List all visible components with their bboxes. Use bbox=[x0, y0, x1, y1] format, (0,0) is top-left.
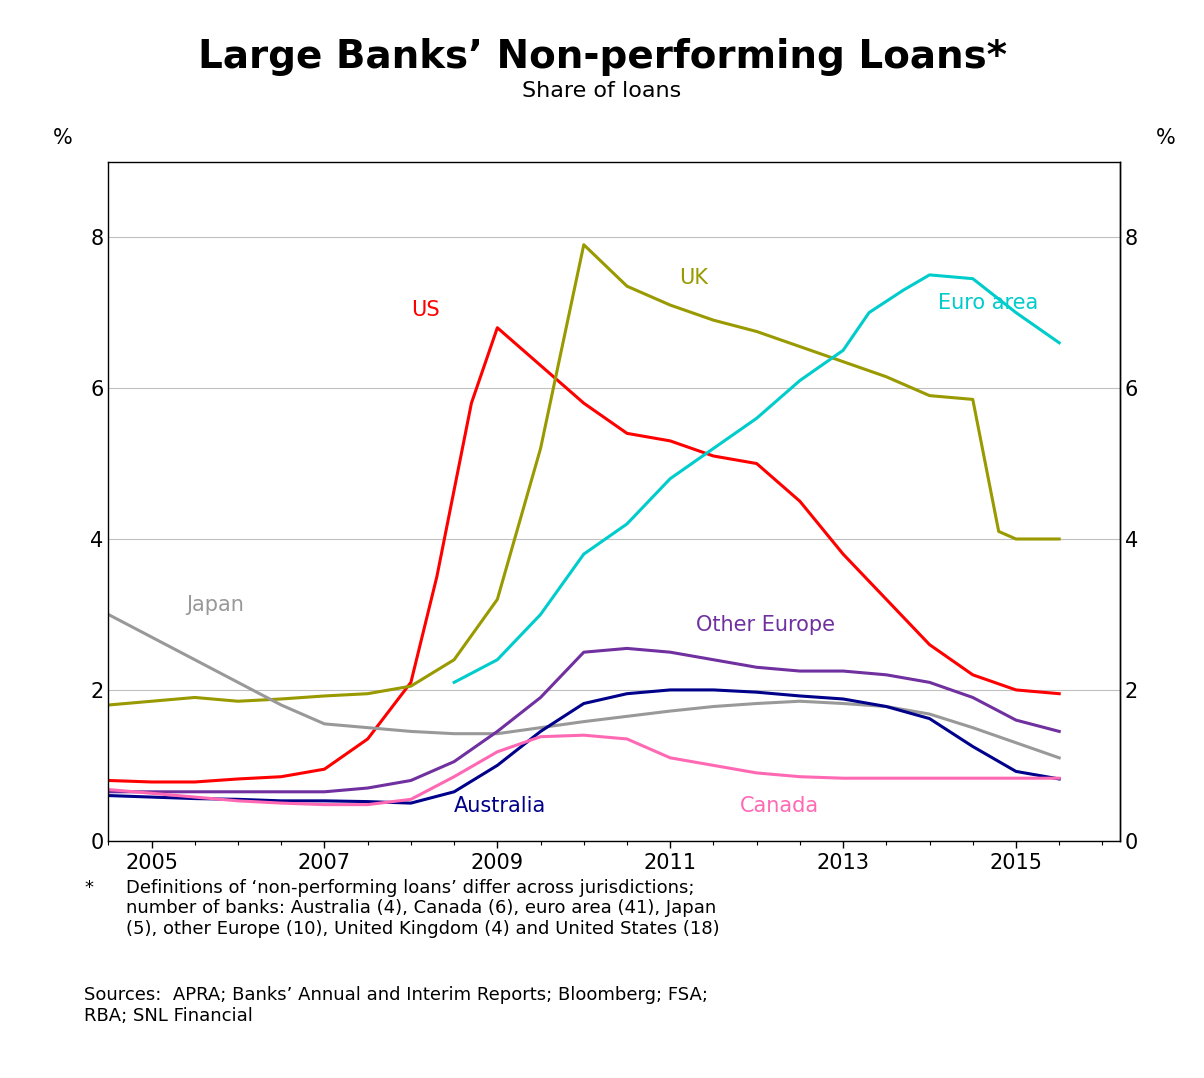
Text: UK: UK bbox=[679, 268, 708, 288]
Text: *: * bbox=[84, 879, 93, 897]
Text: Canada: Canada bbox=[739, 797, 819, 816]
Text: Share of loans: Share of loans bbox=[523, 81, 681, 101]
Text: Definitions of ‘non-performing loans’ differ across jurisdictions;
number of ban: Definitions of ‘non-performing loans’ di… bbox=[126, 879, 720, 938]
Text: Euro area: Euro area bbox=[938, 293, 1038, 313]
Text: %: % bbox=[53, 128, 72, 148]
Text: Japan: Japan bbox=[187, 595, 244, 614]
Text: Sources:  APRA; Banks’ Annual and Interim Reports; Bloomberg; FSA;
RBA; SNL Fina: Sources: APRA; Banks’ Annual and Interim… bbox=[84, 986, 708, 1025]
Text: %: % bbox=[1156, 128, 1175, 148]
Text: Other Europe: Other Europe bbox=[696, 616, 836, 635]
Text: Large Banks’ Non-performing Loans*: Large Banks’ Non-performing Loans* bbox=[197, 38, 1007, 75]
Text: Australia: Australia bbox=[454, 797, 547, 816]
Text: US: US bbox=[411, 301, 439, 320]
